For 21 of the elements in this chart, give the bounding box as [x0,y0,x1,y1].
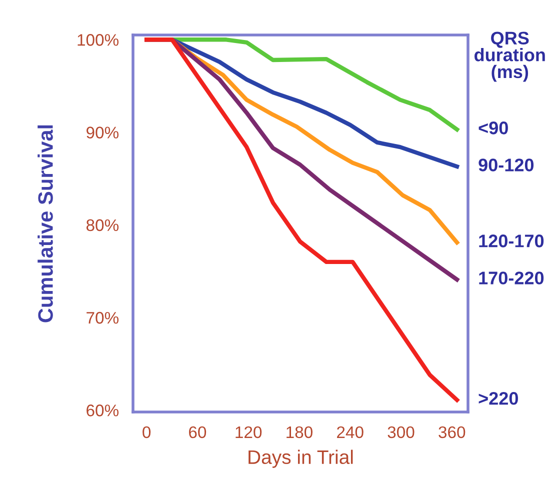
line-series [144,38,460,402]
y-tick-label: 100% [78,34,119,46]
x-tick-label: 0 [142,426,151,438]
x-tick-label: 120 [236,426,262,438]
y-tick-label: 90% [86,126,119,138]
series-label: 170-220 [479,272,544,284]
x-axis-title: Days in Trial [248,450,353,468]
x-tick-label: 240 [337,426,364,438]
series-label: <90 [478,122,508,134]
y-tick-label: 80% [86,219,119,232]
series-label: >220 [478,392,518,405]
y-axis-title: Cumulative Survival [38,125,53,322]
y-tick-label: 60% [86,404,119,416]
y-tick-label: 70% [86,312,119,324]
x-tick-label: 180 [286,426,312,438]
x-tick-label: 60 [189,426,206,438]
series-label: 90-120 [478,158,534,172]
x-tick-label: 300 [388,426,414,438]
series-label: 120-170 [479,234,544,248]
x-tick-label: 360 [438,426,466,438]
legend-title: QRS duration (ms) [474,32,545,82]
